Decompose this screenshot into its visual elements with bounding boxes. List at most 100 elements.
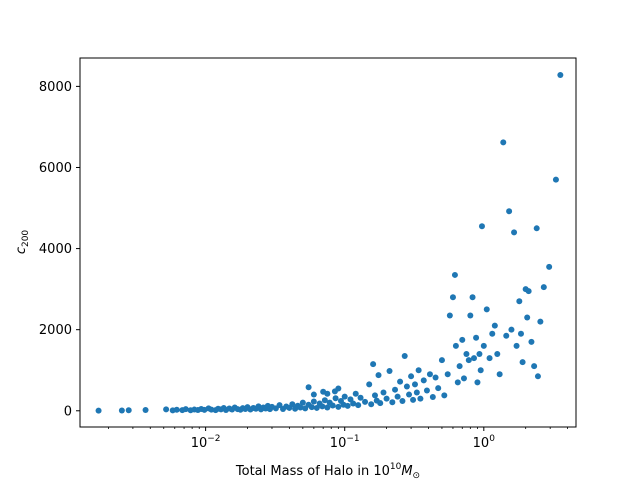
data-point-0-101: [417, 395, 424, 402]
y-axis-ticks: 0 2000 4000 6000 8000: [39, 80, 80, 419]
data-point-0-148: [528, 338, 535, 345]
data-point-0-91: [397, 378, 404, 385]
data-point-0-154: [546, 263, 553, 270]
data-point-0-40: [276, 402, 283, 409]
data-point-0-102: [420, 377, 427, 384]
data-point-0-78: [366, 381, 373, 388]
data-point-0-142: [516, 298, 523, 305]
data-point-0-126: [476, 351, 483, 358]
data-point-0-67: [324, 390, 331, 397]
data-point-0-127: [477, 367, 484, 374]
x-axis-ticks: 10−2 10−1 100: [107, 427, 568, 451]
data-point-0-81: [371, 392, 378, 399]
data-point-0-6: [173, 406, 180, 413]
data-point-0-0: [95, 407, 102, 414]
data-point-0-88: [389, 399, 396, 406]
data-point-0-44: [289, 401, 296, 408]
plot-area-background: [80, 58, 576, 427]
data-point-0-103: [423, 387, 430, 394]
data-point-0-70: [341, 393, 348, 400]
data-point-0-2: [125, 407, 132, 414]
data-point-0-55: [319, 403, 326, 410]
data-point-0-125: [474, 379, 481, 386]
data-point-0-139: [508, 326, 515, 333]
plot-frame: [79, 57, 577, 428]
data-point-0-131: [486, 355, 493, 362]
data-point-0-134: [494, 351, 501, 358]
data-point-0-75: [355, 402, 362, 409]
data-point-0-144: [519, 359, 526, 366]
x-tick-label-exponent: −1: [346, 434, 359, 444]
data-point-0-56: [321, 397, 328, 404]
data-point-0-73: [350, 400, 357, 407]
data-point-0-116: [456, 363, 463, 370]
data-point-0-146: [524, 314, 531, 321]
y-axis-label-subscript: 200: [21, 230, 31, 247]
y-axis-label-symbol: c: [14, 247, 29, 254]
data-point-0-53: [313, 404, 320, 411]
data-point-0-143: [517, 330, 524, 337]
y-axis-label: c200: [14, 230, 31, 255]
data-point-0-111: [446, 312, 453, 319]
data-point-0-86: [383, 395, 390, 402]
data-point-0-155: [552, 176, 559, 183]
data-point-0-79: [368, 401, 375, 408]
data-point-0-132: [489, 330, 496, 337]
x-tick-label-base: 10: [191, 436, 208, 451]
data-point-0-119: [463, 351, 470, 358]
data-point-0-96: [408, 373, 415, 380]
data-point-0-85: [380, 389, 387, 396]
data-point-0-92: [399, 398, 406, 405]
data-point-0-109: [441, 392, 448, 399]
data-point-0-89: [392, 386, 399, 393]
data-point-0-80: [370, 361, 377, 368]
data-point-0-149: [531, 363, 538, 370]
data-point-0-130: [483, 306, 490, 313]
data-point-0-95: [406, 391, 413, 398]
data-point-0-138: [506, 208, 513, 215]
data-point-0-87: [386, 368, 393, 375]
x-tick-label-exponent: −2: [207, 434, 220, 444]
x-axis-label: Total Mass of Halo in 1010M⊙: [235, 462, 420, 480]
data-point-0-147: [525, 288, 532, 295]
data-point-0-65: [310, 391, 317, 398]
x-axis-label-prefix: Total Mass of Halo in 10: [235, 464, 390, 479]
data-point-0-105: [429, 393, 436, 400]
data-point-0-90: [394, 393, 401, 400]
data-point-0-57: [324, 404, 331, 411]
data-point-0-121: [467, 312, 474, 319]
data-point-0-1: [118, 407, 125, 414]
x-tick-label-base: 10: [330, 436, 347, 451]
x-axis-label-subscript: ⊙: [413, 471, 421, 480]
x-axis-label-symbol: M: [401, 464, 412, 479]
data-point-0-100: [415, 367, 422, 374]
data-point-0-115: [454, 379, 461, 386]
y-tick-label-1: 2000: [39, 323, 72, 338]
x-tick-label-0: 10−2: [191, 434, 221, 451]
data-point-0-123: [470, 355, 477, 362]
data-point-0-118: [460, 375, 467, 382]
x-tick-label-base: 10: [473, 436, 490, 451]
data-point-0-93: [401, 353, 408, 360]
data-point-0-98: [411, 381, 418, 388]
data-point-0-122: [469, 294, 476, 301]
data-point-0-153: [540, 284, 547, 291]
data-point-0-64: [305, 384, 312, 391]
data-point-0-60: [332, 395, 339, 402]
data-point-0-77: [362, 398, 369, 405]
y-tick-label-3: 6000: [39, 161, 72, 176]
data-point-0-48: [299, 399, 306, 406]
data-point-0-151: [534, 373, 541, 380]
data-point-0-99: [413, 389, 420, 396]
data-point-0-52: [310, 398, 317, 405]
data-point-0-71: [344, 402, 351, 409]
data-point-0-152: [537, 318, 544, 325]
data-point-0-76: [357, 394, 364, 401]
data-point-0-3: [142, 406, 149, 413]
data-point-0-74: [352, 390, 359, 397]
data-point-0-141: [513, 342, 520, 349]
data-point-0-137: [503, 332, 510, 339]
data-point-0-61: [335, 403, 342, 410]
data-point-0-104: [426, 371, 433, 378]
